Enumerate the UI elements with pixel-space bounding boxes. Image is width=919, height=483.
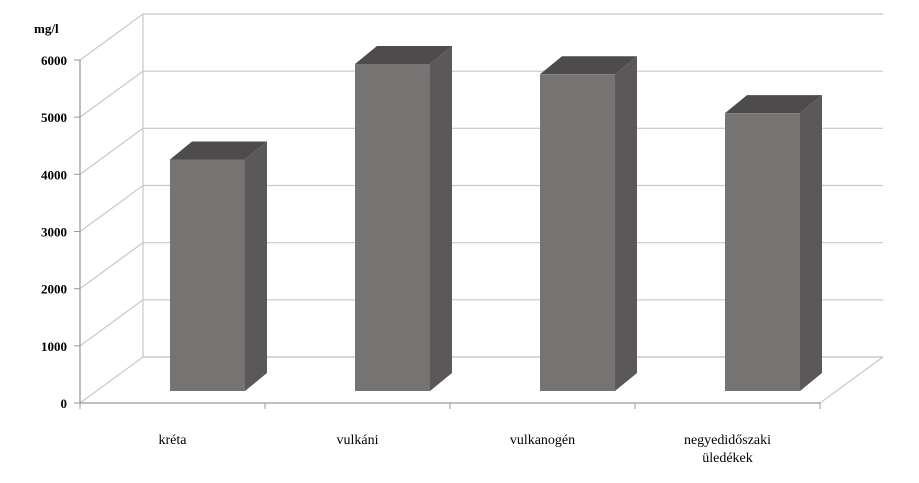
x-tick-label: negyedidőszaki üledékek xyxy=(684,433,771,466)
bar xyxy=(540,74,615,392)
y-tick-label: 3000 xyxy=(41,225,67,240)
gridline-side xyxy=(79,356,144,404)
y-tick-label: 6000 xyxy=(41,53,67,68)
x-tick-label: kréta xyxy=(159,433,188,448)
gridline-side xyxy=(79,299,144,347)
bar-side xyxy=(800,95,822,392)
bar-top xyxy=(170,141,267,160)
x-tick-label-line: kréta xyxy=(159,433,188,448)
y-tick-label: 0 xyxy=(61,396,68,411)
bar-top xyxy=(725,95,822,114)
x-tick-label: vulkáni xyxy=(337,433,379,448)
y-tick-label: 4000 xyxy=(41,167,67,182)
bar xyxy=(725,113,800,392)
bar-top xyxy=(540,56,637,75)
x-tick-label-line: vulkanogén xyxy=(510,433,575,448)
bar xyxy=(355,64,430,392)
bar-side xyxy=(245,141,267,391)
bar-side xyxy=(430,46,452,392)
axes xyxy=(74,59,821,409)
x-tick-label-line: negyedidőszaki xyxy=(684,433,771,448)
y-tick-label: 1000 xyxy=(41,339,67,354)
bars xyxy=(170,46,822,392)
y-tick-label: 5000 xyxy=(41,110,67,125)
gridline-side xyxy=(79,185,144,232)
x-tick-label: vulkanogén xyxy=(510,433,575,448)
bar xyxy=(170,159,245,391)
gridline-side xyxy=(79,127,144,175)
bar-top xyxy=(355,46,452,65)
floor-right-edge xyxy=(819,356,884,404)
x-tick-label-line: üledékek xyxy=(702,451,753,466)
gridline-side xyxy=(79,242,144,290)
gridline-side xyxy=(79,70,144,118)
x-tick-label-line: vulkáni xyxy=(337,433,379,448)
bar-side xyxy=(615,56,637,392)
gridline-side xyxy=(79,13,144,61)
y-axis-label: mg/l xyxy=(34,21,59,36)
y-tick-label: 2000 xyxy=(41,282,67,297)
labels: mg/l 0 1000 2000 3000 4000 5000 6000 kréta vulká… xyxy=(34,21,771,466)
